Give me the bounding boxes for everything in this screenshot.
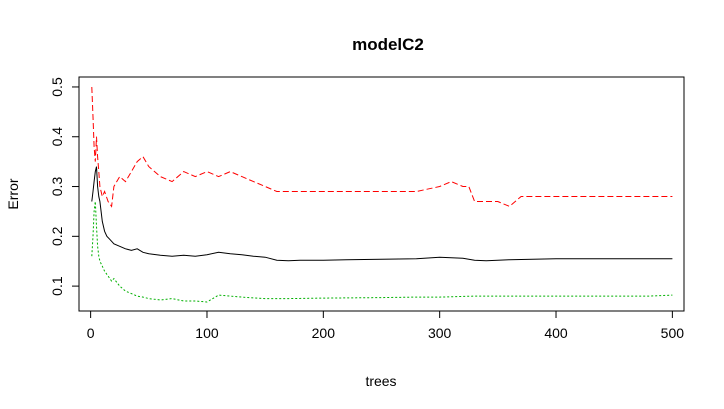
y-axis: 0.1 0.2 0.3 0.4 0.5 — [49, 77, 80, 296]
y-tick-label: 0.3 — [49, 177, 65, 197]
plot-frame — [78, 76, 685, 312]
y-tick-label: 0.4 — [49, 127, 65, 147]
y-tick-label: 0.1 — [49, 276, 65, 296]
x-axis-label: trees — [365, 373, 396, 389]
y-axis-label: Error — [5, 178, 21, 209]
series-line-3 — [91, 201, 673, 303]
series-line-1 — [91, 166, 673, 262]
x-tick-label: 400 — [544, 325, 568, 341]
y-tick-label: 0.5 — [49, 77, 65, 97]
x-tick-label: 500 — [661, 325, 685, 341]
y-tick-label: 0.2 — [49, 226, 65, 246]
x-axis: 0 100 200 300 400 500 — [87, 310, 685, 341]
chart-title: modelC2 — [352, 35, 424, 54]
x-tick-label: 100 — [195, 325, 219, 341]
x-tick-label: 200 — [312, 325, 336, 341]
x-tick-label: 300 — [428, 325, 452, 341]
series-layer — [91, 86, 673, 303]
x-tick-label: 0 — [87, 325, 95, 341]
series-line-2 — [91, 86, 673, 208]
